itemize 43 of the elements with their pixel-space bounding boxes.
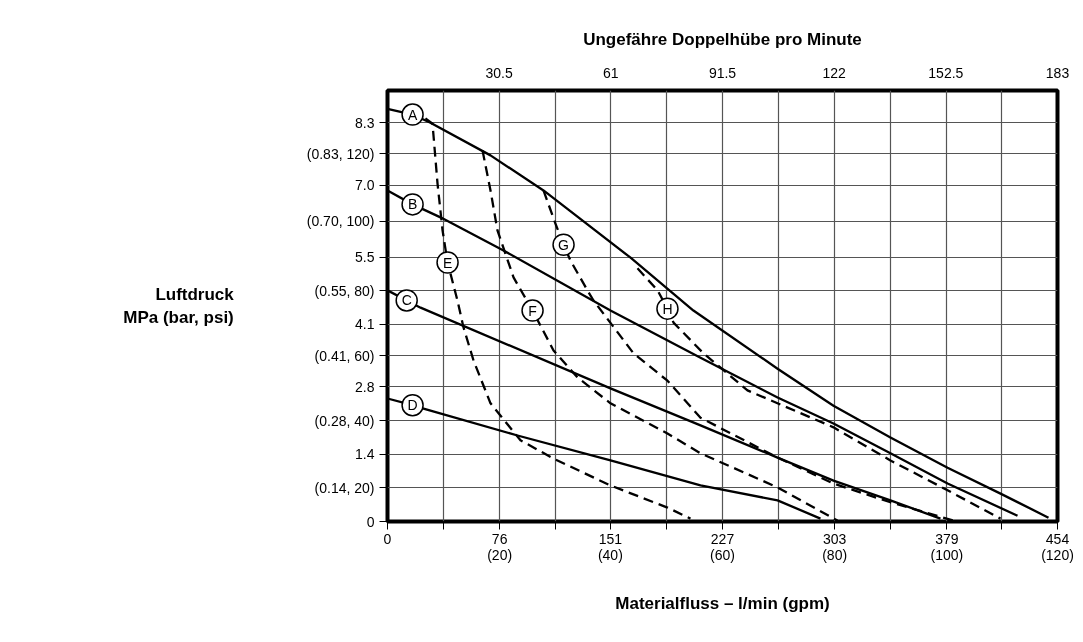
series-label: G — [558, 236, 570, 253]
x2-axis-title: Ungefähre Doppelhübe pro Minute — [583, 29, 862, 49]
x2-tick-label: 30.5 — [485, 64, 513, 81]
series-label: H — [662, 300, 673, 317]
series-label: E — [442, 254, 453, 271]
y-tick-label: 5.5 — [355, 249, 375, 266]
x2-tick-label: 61 — [603, 64, 619, 81]
series-label: D — [407, 397, 418, 414]
x2-tick-label: 183 — [1045, 64, 1070, 81]
x-axis-title: Materialfluss – l/min (gpm) — [615, 593, 830, 613]
text: (120) — [1041, 546, 1074, 563]
y-tick-label: 2.8 — [355, 378, 375, 395]
y-tick-label: (0.70, 100) — [306, 213, 375, 230]
y-tick-label: (0.28, 40) — [314, 412, 375, 429]
x2-tick-label: 152.5 — [928, 64, 964, 81]
x2-tick-label: 91.5 — [708, 64, 737, 81]
text: (60) — [710, 546, 735, 563]
legend-label: A — [407, 106, 418, 123]
series-label: C — [401, 292, 412, 309]
y-tick-label: (0.83, 120) — [306, 145, 375, 162]
y-tick-label: (0.41, 60) — [314, 347, 375, 364]
text: (100) — [930, 546, 964, 563]
y-tick-label: (0.14, 20) — [314, 479, 375, 496]
y-tick-label: 4.1 — [355, 316, 375, 333]
y-tick-label: (0.55, 80) — [314, 282, 375, 299]
series-label: F — [528, 302, 537, 319]
x-tick-label: 76 — [491, 530, 508, 547]
x-tick-label: 0 — [383, 530, 392, 547]
x-tick-label: 303 — [822, 530, 847, 547]
series-label: B — [407, 196, 418, 213]
text: (40) — [597, 546, 623, 563]
text: (80) — [822, 546, 848, 563]
x-tick-label: 227 — [710, 530, 735, 547]
y-axis-title: Luftdruck MPa (bar, psi) — [123, 285, 235, 327]
x-tick-label: 454 — [1045, 530, 1070, 547]
y-tick-label: 0 — [366, 513, 375, 530]
x-tick-label: 379 — [935, 530, 959, 547]
y-tick-label: 1.4 — [355, 446, 375, 463]
y-tick-label: 7.0 — [355, 177, 375, 194]
x2-tick-label: 122 — [822, 64, 847, 81]
y-tick-label: 8.3 — [355, 114, 375, 131]
x-tick-label: 151 — [598, 530, 623, 547]
text: (20) — [487, 546, 513, 563]
